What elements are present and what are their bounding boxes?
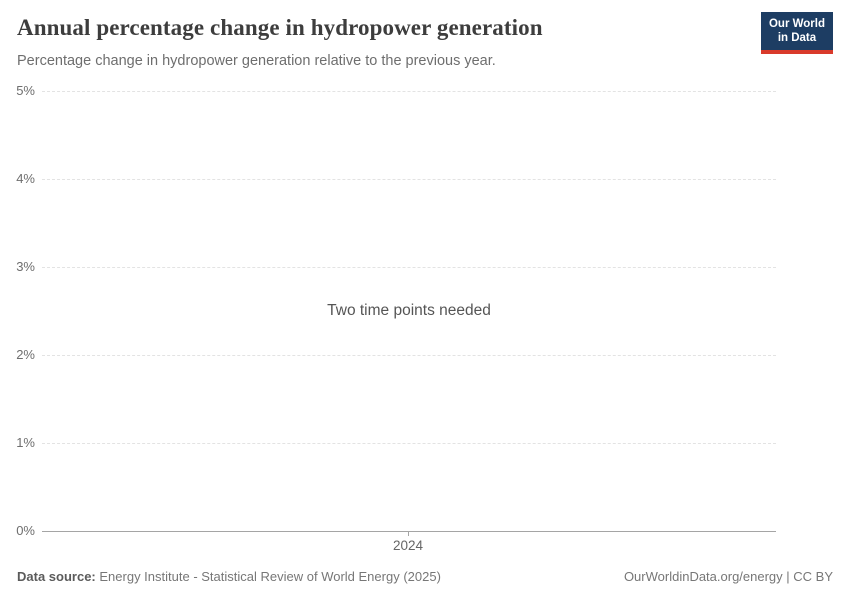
gridline-3pct [42,267,776,268]
data-source: Data source: Energy Institute - Statisti… [17,569,441,584]
license-link[interactable]: OurWorldinData.org/energy | CC BY [623,569,833,584]
y-tick-label-2pct: 2% [16,347,35,362]
data-source-value[interactable]: Energy Institute - Statistical Review of… [99,569,441,584]
chart-footer: Data source: Energy Institute - Statisti… [17,569,833,584]
owid-logo-line2: in Data [777,32,817,45]
page-title: Annual percentage change in hydropower g… [17,15,543,40]
data-source-label: Data source: [17,569,96,584]
owid-logo[interactable]: Our World in Data [760,12,833,54]
gridline-4pct [42,179,776,180]
gridline-5pct [42,91,776,92]
gridline-2pct [42,355,776,356]
y-tick-label-0pct: 0% [16,523,35,538]
y-tick-label-3pct: 3% [16,259,35,274]
y-tick-label-5pct: 5% [16,83,35,98]
y-tick-label-1pct: 1% [16,435,35,450]
chart-subtitle: Percentage change in hydropower generati… [17,53,496,69]
x-axis-line [42,531,776,532]
gridline-1pct [42,443,776,444]
y-tick-label-4pct: 4% [16,171,35,186]
owid-logo-line1: Our World [768,18,825,30]
no-data-message: Two time points needed [327,302,491,319]
x-tick-label-2024: 2024 [392,538,424,553]
x-tick-mark-2024 [408,531,409,536]
